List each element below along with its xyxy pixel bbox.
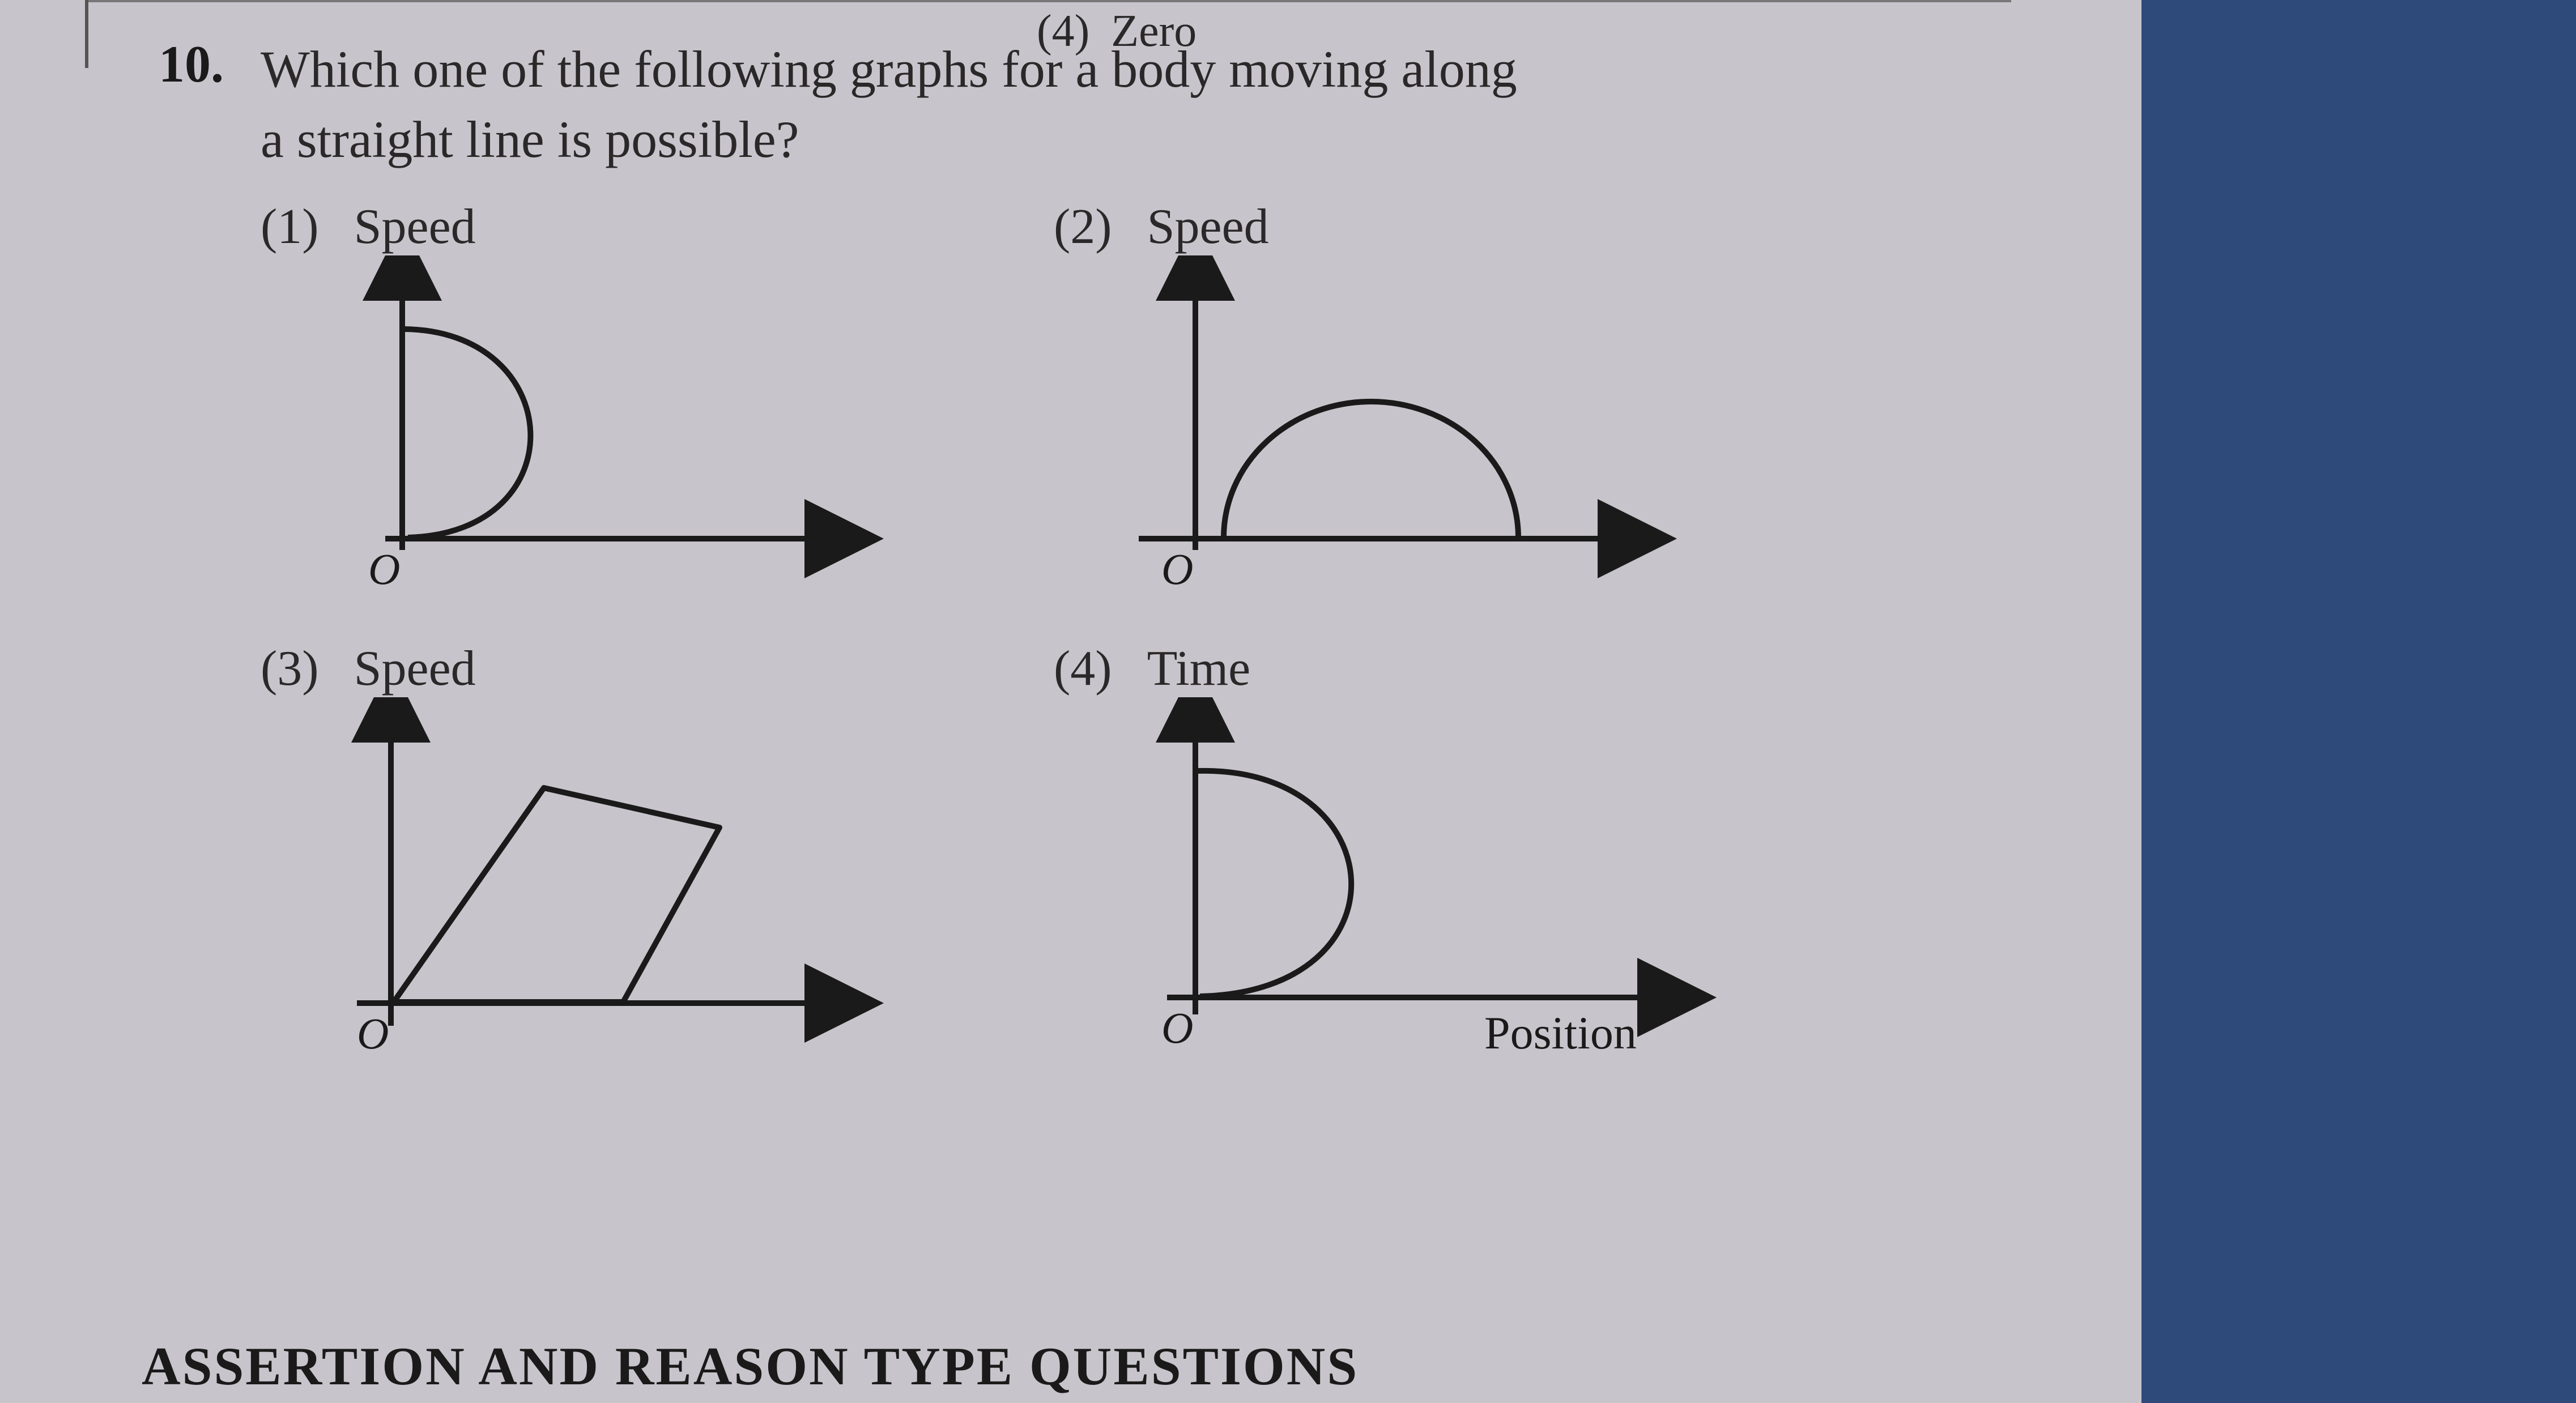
option-1-ylabel: Speed xyxy=(354,198,476,255)
option-3-xlabel: t xyxy=(827,975,841,1024)
paper-region: (4) Zero 10. Which one of the following … xyxy=(0,0,2141,1403)
question-line2: a straight line is possible? xyxy=(261,110,799,168)
option-1-num: (1) xyxy=(261,198,319,255)
option-4-origin: O xyxy=(1161,1003,1193,1052)
option-3-num: (3) xyxy=(261,640,319,697)
question-text: Which one of the following graphs for a … xyxy=(261,34,1960,174)
option-4-label: (4) Time xyxy=(1054,640,1790,697)
question-line1: Which one of the following graphs for a … xyxy=(261,40,1517,98)
option-4-graph: O Position xyxy=(1054,697,1790,1071)
option-1: (1) Speed t O xyxy=(261,198,884,607)
option-3: (3) Speed t O xyxy=(261,640,884,1071)
left-rule xyxy=(85,0,88,68)
option-3-origin: O xyxy=(357,1009,389,1058)
option-1-origin: O xyxy=(368,544,400,594)
option-2-graph: t O xyxy=(1054,255,1677,607)
option-2-label: (2) Speed xyxy=(1054,198,1677,255)
option-3-ylabel: Speed xyxy=(354,640,476,697)
option-3-graph: t O xyxy=(261,697,884,1071)
option-2: (2) Speed t O xyxy=(1054,198,1677,607)
option-1-label: (1) Speed xyxy=(261,198,884,255)
option-2-ylabel: Speed xyxy=(1147,198,1269,255)
option-2-origin: O xyxy=(1161,544,1193,594)
option-3-label: (3) Speed xyxy=(261,640,884,697)
option-4-num: (4) xyxy=(1054,640,1112,697)
top-rule xyxy=(85,0,2011,2)
option-1-graph: t O xyxy=(261,255,884,607)
option-4-xlabel: Position xyxy=(1484,1007,1637,1059)
option-2-xlabel: t xyxy=(1620,510,1634,560)
option-2-num: (2) xyxy=(1054,198,1112,255)
option-4-ylabel: Time xyxy=(1147,640,1251,697)
question-number: 10. xyxy=(159,34,224,94)
option-1-xlabel: t xyxy=(827,510,841,560)
section-heading: ASSERTION AND REASON TYPE QUESTIONS xyxy=(142,1335,1359,1397)
option-4: (4) Time O Position xyxy=(1054,640,1790,1071)
